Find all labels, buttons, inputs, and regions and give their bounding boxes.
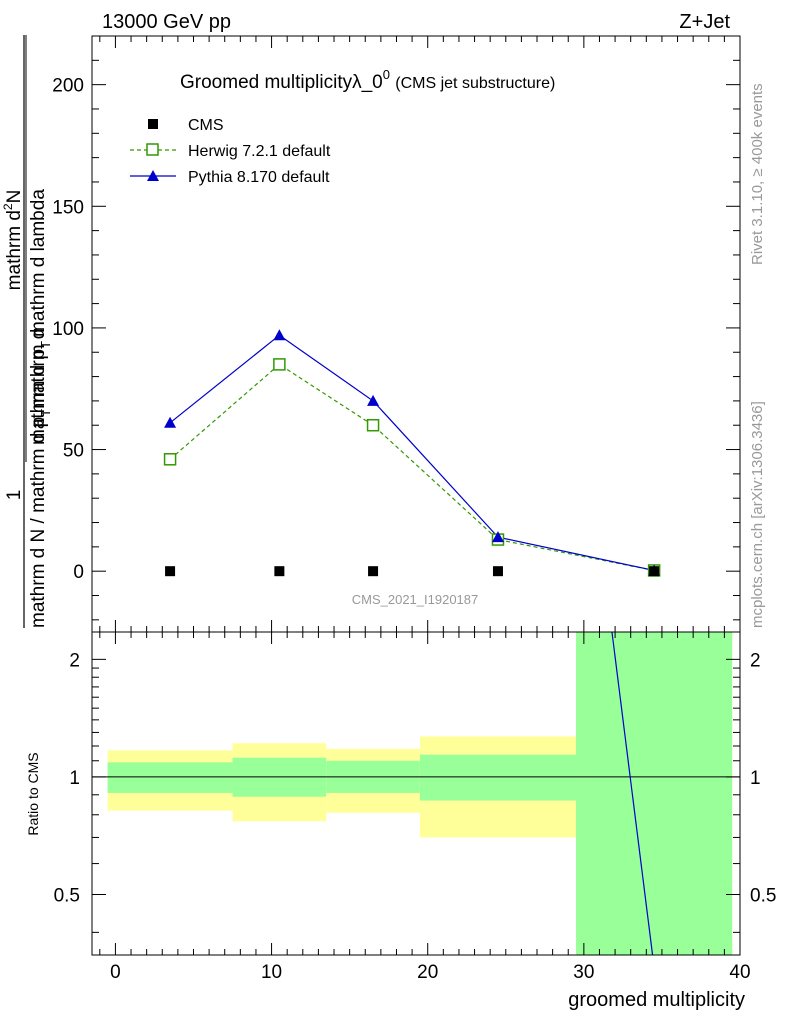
- x-axis-label: groomed multiplicity: [568, 989, 745, 1011]
- ratio-band-inner: [576, 632, 733, 955]
- cms-point: [368, 566, 379, 577]
- ratio-band-inner: [107, 762, 233, 793]
- ylabel-denominator: mathrm d N / mathrm d pTmathrm d: [28, 329, 53, 628]
- ratio-y-tick-label-left: 2: [69, 650, 80, 671]
- herwig-point: [273, 358, 286, 371]
- ylabel-inner-denominator: mathrm d pTmathrm d lambda: [28, 189, 53, 445]
- legend-cms-marker: [148, 119, 158, 129]
- cms-point: [165, 566, 176, 577]
- ratio-y-tick-label-left: 0.5: [54, 886, 80, 907]
- ylabel-den-sub-1: T: [38, 409, 53, 417]
- ylabel-den-c: mathrm d p: [28, 349, 49, 445]
- ratio-frame: [91, 631, 741, 956]
- ylabel-inner-numerator: mathrm d2N: [1, 190, 25, 291]
- y-tick-label: 100: [52, 319, 84, 340]
- y-tick-label: 0: [73, 562, 84, 583]
- legend-herwig-label: Herwig 7.2.1 default: [188, 143, 331, 160]
- legend-cms-label: CMS: [188, 117, 224, 134]
- y-tick-label: 50: [63, 441, 84, 462]
- plot-title-sup: 0: [383, 67, 390, 82]
- plot-title: Groomed multiplicityλ_00 (CMS jet substr…: [180, 63, 555, 93]
- herwig-point: [366, 418, 380, 432]
- y-tick-label: 150: [52, 197, 84, 218]
- plot-title-main: Groomed multiplicityλ_0: [180, 72, 383, 93]
- x-tick-label: 0: [110, 962, 121, 983]
- main-ylabel: 1 mathrm d N / mathrm d pTmathrm d mathr…: [1, 35, 53, 628]
- ylabel-den-sub-2: T: [38, 341, 53, 349]
- pythia-line: [169, 334, 655, 572]
- x-tick-label: 10: [261, 962, 282, 983]
- ylabel-num-b: N: [4, 190, 25, 204]
- header-left: 13000 GeV pp: [102, 11, 231, 33]
- ratio-y-tick-label-left: 1: [69, 768, 80, 789]
- ylabel-num-sup: 2: [1, 203, 15, 210]
- plot-title-sub: (CMS jet substructure): [395, 75, 555, 92]
- y-tick-label: 200: [52, 76, 84, 97]
- ratio-panel: 0.5 0.51 12 20 10 20 30 40 Ratio to CMS groomed…: [25, 631, 776, 1011]
- ylabel-num-a: mathrm d: [4, 210, 25, 290]
- ratio-band-inner: [419, 754, 577, 801]
- ylabel-den-b: mathrm d: [28, 329, 49, 409]
- ratio-y-tick-label-right: 0.5: [750, 886, 776, 907]
- cms-point: [492, 566, 503, 577]
- herwig-point: [163, 453, 177, 466]
- herwig-line: [169, 363, 655, 572]
- pythia-point: [164, 416, 177, 428]
- cms-point: [274, 566, 285, 577]
- ratio-y-tick-label-right: 1: [750, 768, 761, 789]
- watermark: CMS_2021_I1920187: [352, 592, 479, 607]
- rivet-label: Rivet 3.1.10, ≥ 400k events: [749, 83, 766, 265]
- pythia-point: [273, 329, 286, 341]
- ratio-y-tick-label-right: 2: [750, 650, 761, 671]
- x-tick-label: 20: [417, 962, 438, 983]
- pythia-point: [491, 531, 504, 543]
- ylabel-den-d: mathrm d lambda: [28, 189, 49, 337]
- ratio-ylabel: Ratio to CMS: [25, 752, 41, 835]
- ylabel-numerator-one: 1: [4, 490, 25, 501]
- pythia-point: [367, 394, 380, 406]
- legend-pythia-label: Pythia 8.170 default: [188, 169, 330, 186]
- x-tick-label: 30: [573, 962, 594, 983]
- legend: CMS Herwig 7.2.1 default Pythia 8.170 de…: [130, 117, 331, 186]
- legend-pythia-marker: [147, 170, 159, 181]
- ylabel-den-a: mathrm d N / mathrm d p: [28, 417, 49, 628]
- header-right: Z+Jet: [679, 11, 730, 33]
- mcplots-label: mcplots.cern.ch [arXiv:1306.3436]: [749, 401, 766, 628]
- main-panel: 0 50 100 150 200 CMS_2021_I1920187 Groomed m…: [52, 35, 741, 633]
- cms-point: [649, 566, 660, 577]
- legend-herwig-marker: [146, 143, 159, 156]
- pythia-ratio-line: [611, 631, 654, 956]
- x-tick-label: 40: [729, 962, 750, 983]
